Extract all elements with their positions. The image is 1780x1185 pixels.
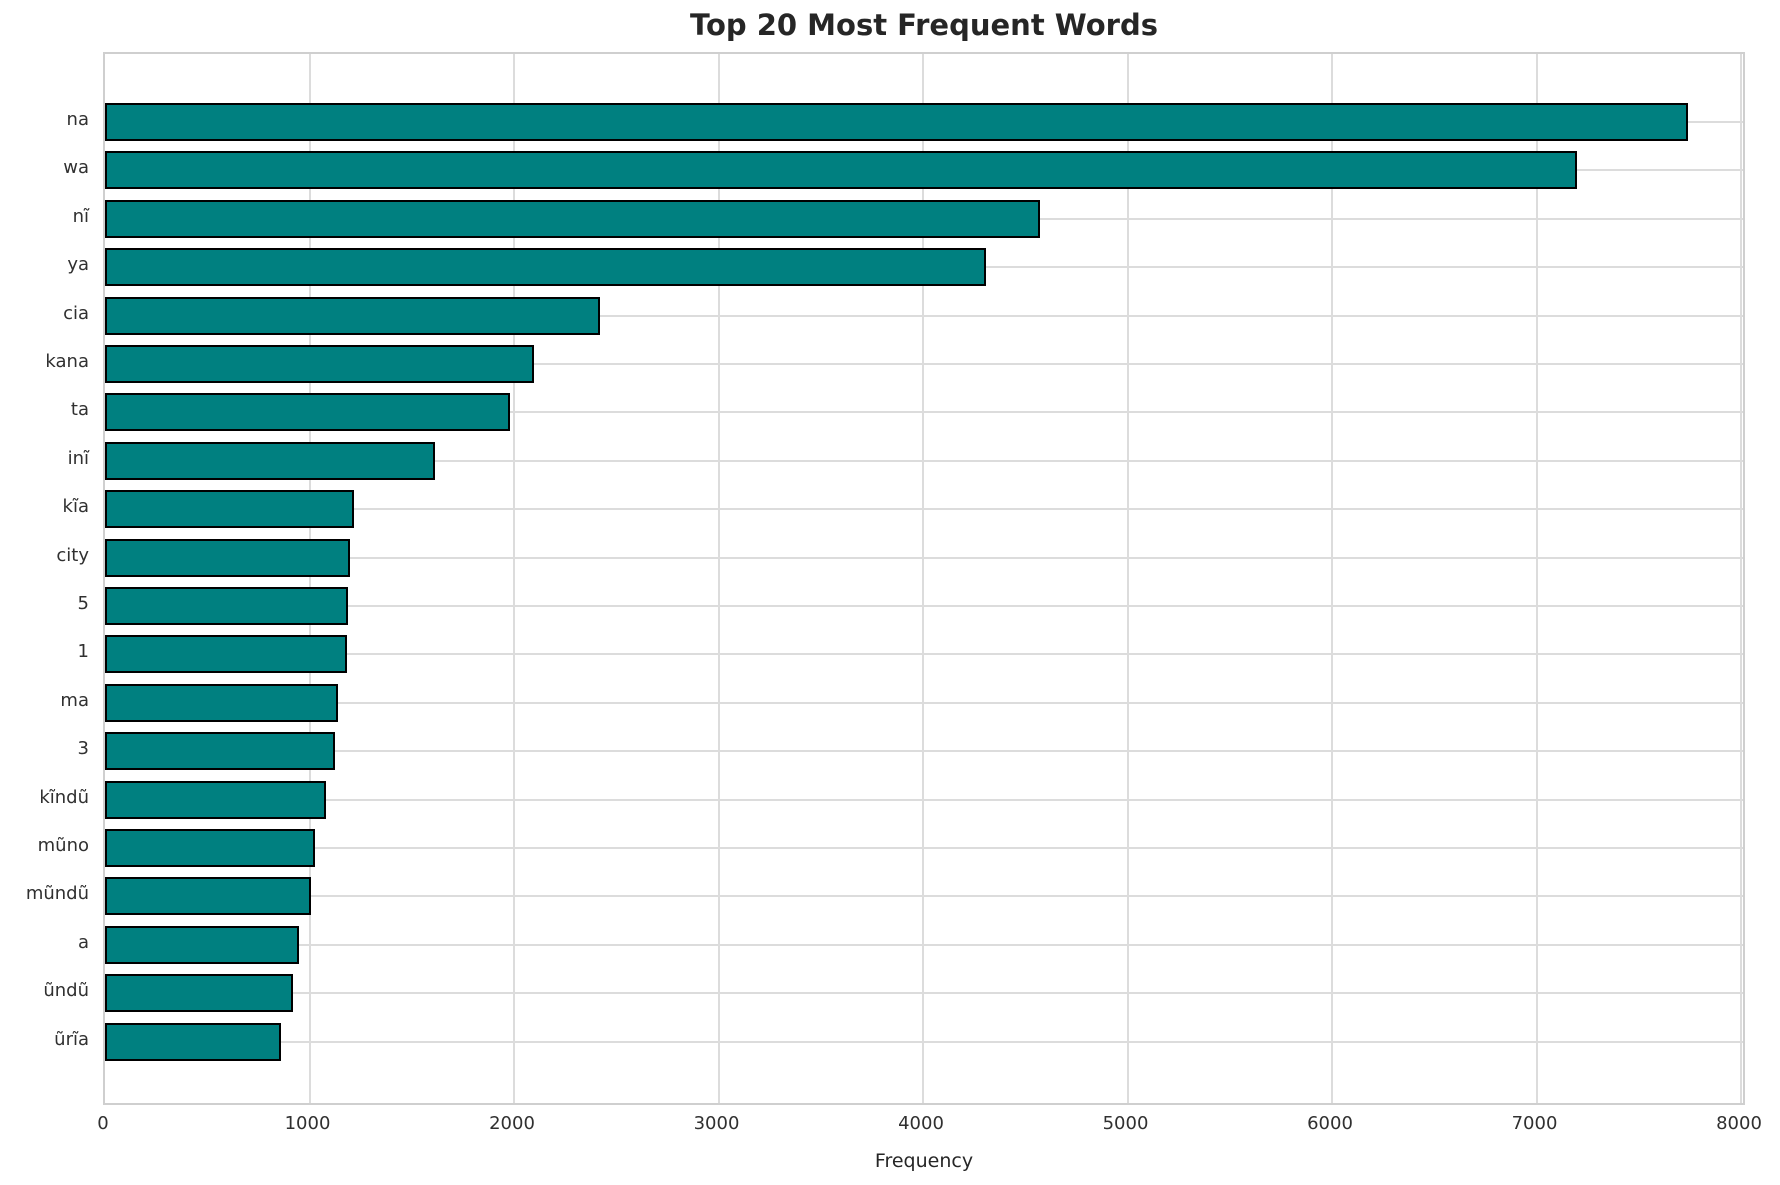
y-tick-label-ya: ya [67, 254, 89, 276]
x-tick-label-8000: 8000 [1716, 1113, 1762, 1134]
x-tick-label-6000: 6000 [1307, 1113, 1353, 1134]
y-tick-label-ma: ma [60, 689, 89, 711]
bar-kĩa [105, 490, 355, 529]
h-gridline [105, 314, 1743, 317]
v-gridline-1000 [308, 54, 311, 1103]
v-gridline-6000 [1331, 54, 1333, 1103]
h-gridline [105, 798, 1743, 801]
bar-city [105, 538, 351, 577]
h-gridline [105, 459, 1743, 462]
bar-cia [105, 296, 600, 335]
x-axis-label: Frequency [874, 1150, 974, 1172]
y-tick-label-kĩndũ: kĩndũ [39, 786, 89, 808]
bar-wa [105, 151, 1578, 190]
y-tick-label-kĩa: kĩa [62, 496, 89, 518]
y-tick-label-kana: kana [45, 351, 89, 372]
bar-ya [105, 248, 987, 287]
h-gridline [105, 750, 1743, 753]
bar-mũndũ [105, 877, 311, 916]
h-gridline [105, 847, 1743, 849]
bar-nĩ [105, 199, 1040, 238]
y-tick-label-ũrĩa: ũrĩa [54, 1028, 89, 1050]
y-tick-label-1: 1 [77, 641, 89, 663]
h-gridline [105, 411, 1743, 414]
x-tick-label-2000: 2000 [489, 1113, 535, 1134]
plot-area [103, 52, 1745, 1105]
v-gridline-8000 [1740, 54, 1742, 1103]
h-gridline [105, 701, 1743, 704]
chart-title: Top 20 Most Frequent Words [690, 8, 1158, 42]
y-tick-label-mũno: mũno [37, 835, 89, 856]
h-gridline [105, 1040, 1743, 1043]
v-gridline-4000 [922, 54, 924, 1103]
v-gridline-2000 [513, 54, 515, 1103]
h-gridline [105, 363, 1743, 365]
bar-1 [105, 635, 348, 674]
x-tick-label-4000: 4000 [898, 1113, 944, 1134]
y-tick-label-ta: ta [70, 399, 89, 421]
y-tick-label-na: na [66, 109, 89, 130]
x-tick-label-1000: 1000 [284, 1113, 331, 1134]
y-tick-label-city: city [56, 544, 89, 566]
h-gridline [105, 992, 1743, 995]
bar-3 [105, 732, 336, 771]
v-gridline-3000 [717, 54, 720, 1103]
bar-kana [105, 345, 535, 383]
h-gridline [105, 556, 1743, 559]
bar-ũndũ [105, 974, 294, 1013]
h-gridline [105, 895, 1743, 898]
v-gridline-7000 [1535, 54, 1538, 1103]
y-tick-label-nĩ: nĩ [72, 205, 89, 227]
x-tick-label-0: 0 [97, 1113, 109, 1134]
h-gridline [105, 653, 1743, 656]
y-tick-label-cia: cia [63, 302, 89, 324]
bar-ta [105, 393, 510, 432]
y-tick-label-mũndũ: mũndũ [25, 883, 89, 905]
y-tick-label-5: 5 [77, 593, 89, 614]
x-tick-label-5000: 5000 [1102, 1113, 1149, 1134]
y-tick-label-inĩ: inĩ [67, 447, 89, 469]
x-tick-label-3000: 3000 [693, 1113, 740, 1134]
bar-a [105, 925, 300, 964]
v-gridline-5000 [1126, 54, 1129, 1103]
x-tick-label-7000: 7000 [1511, 1113, 1558, 1134]
h-gridline [105, 605, 1743, 607]
bar-na [105, 103, 1688, 141]
bar-5 [105, 587, 349, 625]
h-gridline [105, 508, 1743, 511]
y-tick-label-a: a [77, 931, 89, 953]
bar-inĩ [105, 441, 436, 480]
y-tick-label-wa: wa [63, 157, 89, 179]
bar-kĩndũ [105, 780, 326, 819]
bar-ũrĩa [105, 1022, 281, 1061]
bar-ma [105, 683, 339, 722]
y-tick-label-ũndũ: ũndũ [43, 980, 89, 1002]
y-tick-label-3: 3 [77, 738, 89, 760]
bar-mũno [105, 829, 315, 867]
h-gridline [105, 943, 1743, 946]
